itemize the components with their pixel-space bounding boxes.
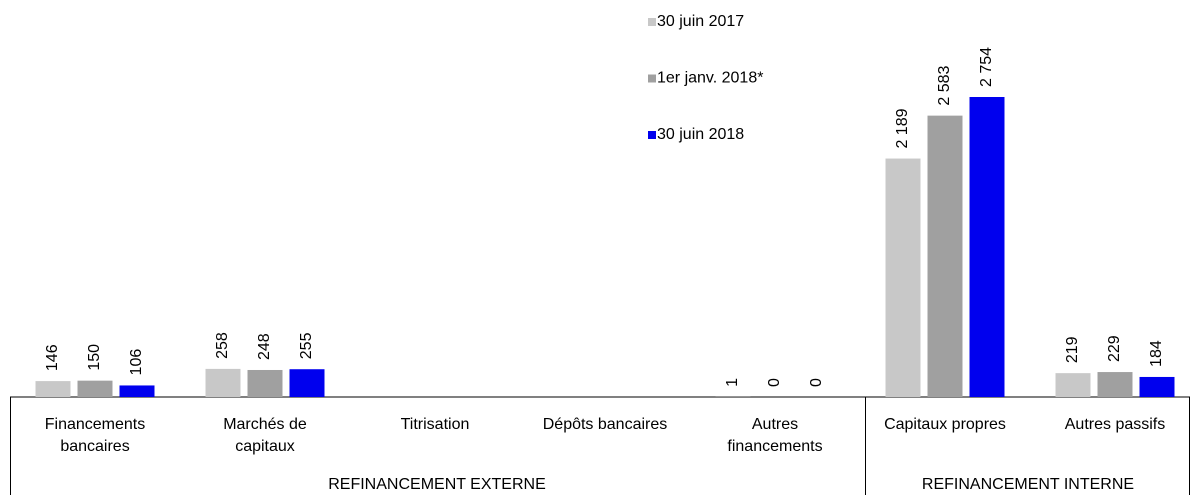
legend-label: 30 juin 2017 <box>657 13 744 30</box>
value-label: 0 <box>766 378 783 387</box>
value-label: 229 <box>1106 335 1123 362</box>
legend-swatch <box>648 131 656 139</box>
x-tick-label: Capitaux propres <box>884 416 1006 433</box>
x-tick-label: Titrisation <box>401 416 470 433</box>
legend-label: 30 juin 2018 <box>657 126 744 143</box>
bar <box>969 97 1005 397</box>
value-label: 184 <box>1148 340 1165 367</box>
value-label: 150 <box>86 344 103 371</box>
value-label: 258 <box>214 332 231 359</box>
bar <box>35 381 71 397</box>
group-label: REFINANCEMENT EXTERNE <box>328 476 546 493</box>
bar <box>1139 376 1175 397</box>
x-tick-label: capitaux <box>235 438 295 455</box>
bar <box>1097 372 1133 397</box>
x-tick-label: financements <box>727 438 822 455</box>
value-label: 1 <box>724 378 741 387</box>
x-tick-label: Marchés de <box>223 416 307 433</box>
bar <box>205 368 241 397</box>
x-tick-label: Autres <box>752 416 798 433</box>
value-label: 2 754 <box>978 47 995 87</box>
legend-swatch <box>648 74 656 83</box>
value-label: 106 <box>128 349 145 376</box>
group-label: REFINANCEMENT INTERNE <box>922 476 1134 493</box>
legend-swatch <box>648 18 656 26</box>
x-tick-label: Financements <box>45 416 146 433</box>
bar <box>885 158 921 397</box>
bar <box>77 380 113 397</box>
bar <box>119 385 155 397</box>
x-tick-label: bancaires <box>60 438 129 455</box>
value-label: 2 583 <box>936 65 953 105</box>
bar <box>289 369 325 397</box>
x-tick-label: Dépôts bancaires <box>543 416 668 433</box>
legend-label: 1er janv. 2018* <box>657 70 763 87</box>
value-label: 248 <box>256 333 273 360</box>
value-label: 219 <box>1064 336 1081 363</box>
x-tick-label: Autres passifs <box>1065 416 1165 433</box>
value-label: 255 <box>298 332 315 359</box>
bar <box>1055 373 1091 397</box>
value-label: 146 <box>44 344 61 371</box>
bar <box>927 115 963 398</box>
value-label: 0 <box>808 378 825 387</box>
bar <box>247 369 283 397</box>
value-label: 2 189 <box>894 108 911 148</box>
